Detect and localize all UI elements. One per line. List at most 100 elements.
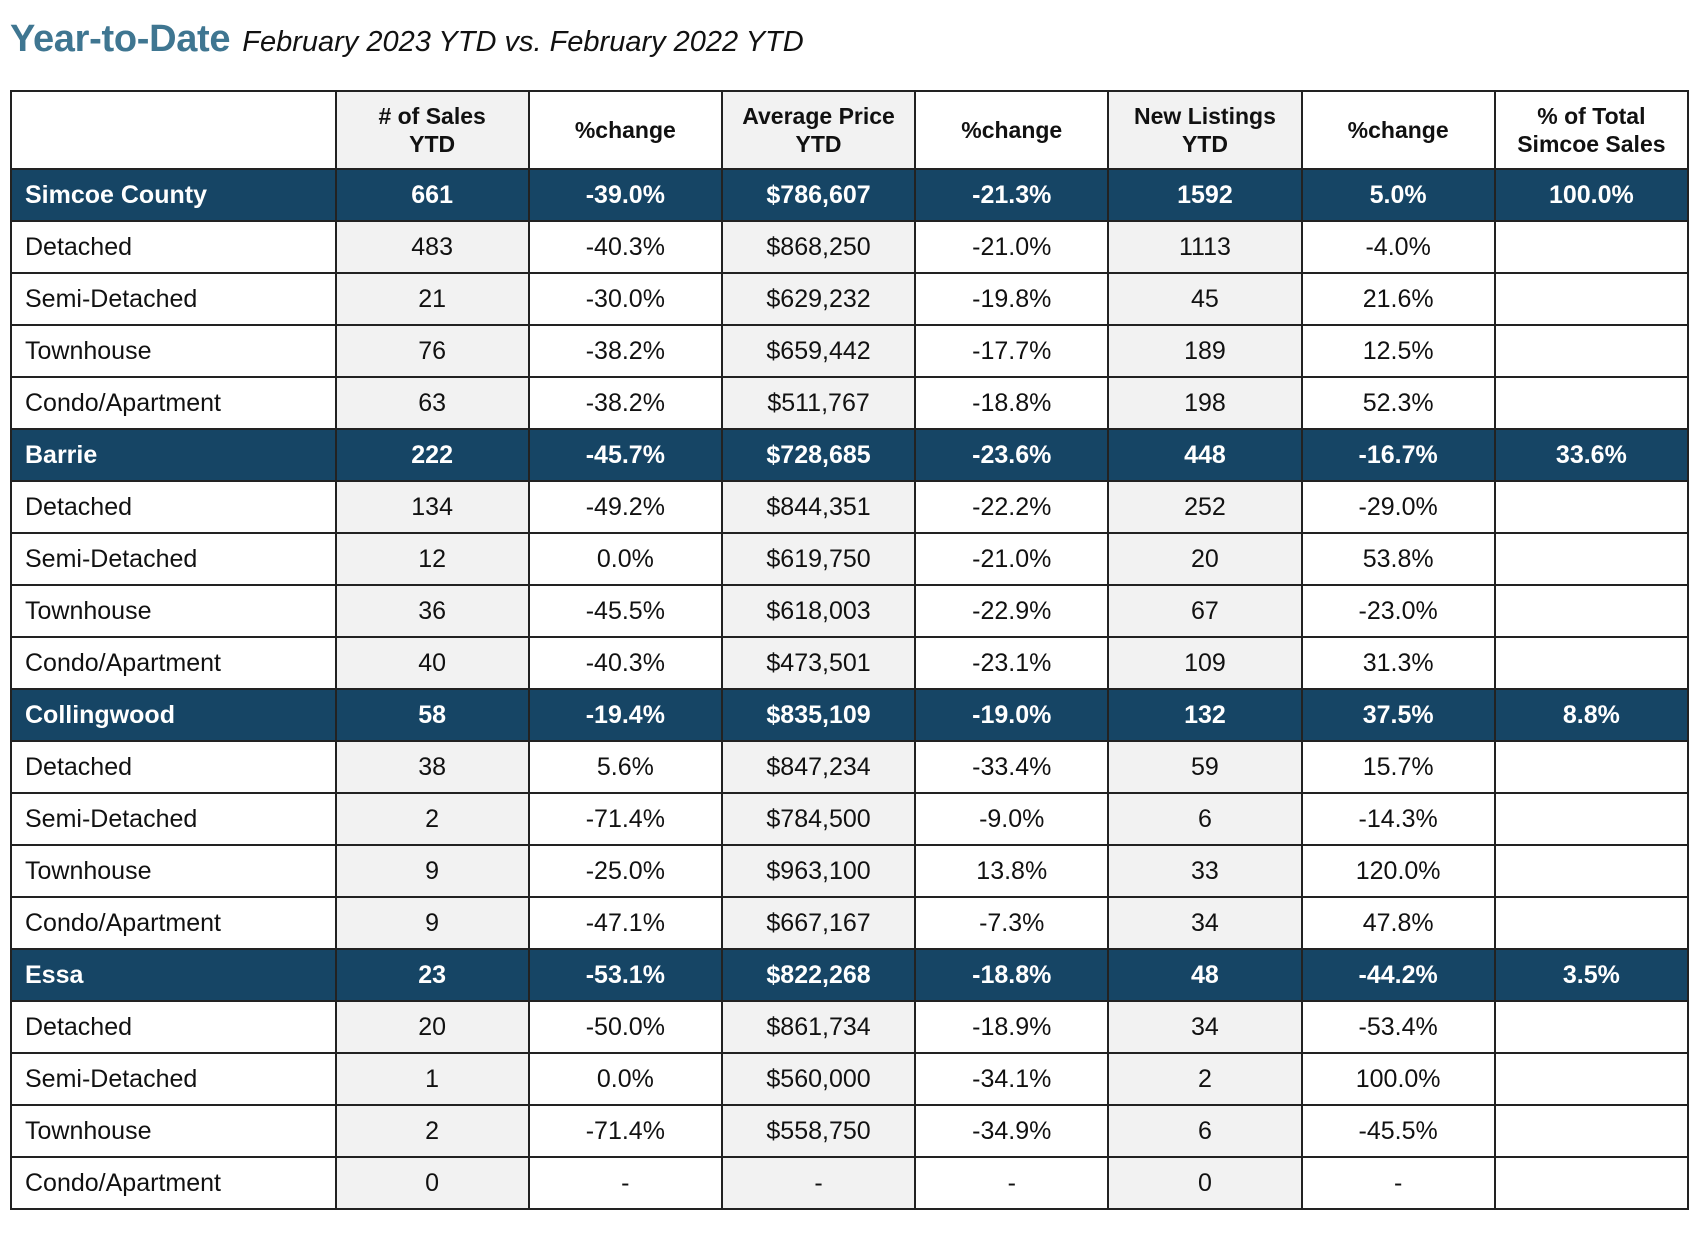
table-row: Condo/Apartment 40 -40.3% $473,501 -23.1% 109… [10, 636, 1690, 690]
cell-price-change: - [914, 1156, 1110, 1210]
table-row: Townhouse 76 -38.2% $659,442 -17.7% 189 12.5% [10, 324, 1690, 378]
cell-average-price-ytd: $629,232 [720, 272, 917, 326]
region-summary-row: Essa 23 -53.1% $822,268 -18.8% 48 -44.2% 3.5% [10, 948, 1690, 1002]
cell-sales-change: -38.2% [527, 324, 723, 378]
cell-price-change: -22.9% [914, 584, 1110, 638]
cell-sales-change: -40.3% [527, 636, 723, 690]
cell-price-change: -7.3% [914, 896, 1110, 950]
cell-listings-change: 53.8% [1300, 532, 1496, 586]
cell-listings-change: -45.5% [1300, 1104, 1496, 1158]
cell-sales-ytd: 40 [334, 636, 530, 690]
cell-row-label: Barrie [10, 428, 337, 482]
cell-new-listings-ytd: 252 [1107, 480, 1303, 534]
cell-row-label: Townhouse [10, 844, 337, 898]
cell-sales-change: -19.4% [527, 688, 723, 742]
table-row: Semi-Detached 12 0.0% $619,750 -21.0% 20 53.8% [10, 532, 1690, 586]
cell-sales-ytd: 58 [334, 688, 530, 742]
cell-average-price-ytd: $667,167 [720, 896, 917, 950]
cell-new-listings-ytd: 2 [1107, 1052, 1303, 1106]
cell-sales-ytd: 2 [334, 792, 530, 846]
cell-average-price-ytd: $618,003 [720, 584, 917, 638]
cell-new-listings-ytd: 67 [1107, 584, 1303, 638]
region-summary-row: Collingwood 58 -19.4% $835,109 -19.0% 132 37.5… [10, 688, 1690, 742]
cell-listings-change: 37.5% [1300, 688, 1496, 742]
cell-new-listings-ytd: 34 [1107, 896, 1303, 950]
cell-price-change: -18.9% [914, 1000, 1110, 1054]
cell-row-label: Condo/Apartment [10, 1156, 337, 1210]
cell-percent-total-simcoe [1493, 1104, 1690, 1158]
cell-average-price-ytd: $784,500 [720, 792, 917, 846]
table-row: Townhouse 9 -25.0% $963,100 13.8% 33 120.0% [10, 844, 1690, 898]
ytd-sales-table: # of Sales YTD %change Average Price YTD… [10, 90, 1690, 1210]
cell-sales-change: -53.1% [527, 948, 723, 1002]
cell-sales-change: -30.0% [527, 272, 723, 326]
cell-percent-total-simcoe [1493, 1156, 1690, 1210]
cell-sales-change: -49.2% [527, 480, 723, 534]
cell-new-listings-ytd: 33 [1107, 844, 1303, 898]
cell-new-listings-ytd: 34 [1107, 1000, 1303, 1054]
cell-sales-ytd: 21 [334, 272, 530, 326]
table-row: Townhouse 36 -45.5% $618,003 -22.9% 67 -23.0% [10, 584, 1690, 638]
cell-sales-ytd: 134 [334, 480, 530, 534]
cell-row-label: Detached [10, 1000, 337, 1054]
table-row: Townhouse 2 -71.4% $558,750 -34.9% 6 -45.5% [10, 1104, 1690, 1158]
cell-average-price-ytd: $861,734 [720, 1000, 917, 1054]
cell-listings-change: -53.4% [1300, 1000, 1496, 1054]
cell-percent-total-simcoe [1493, 792, 1690, 846]
header-label-column [10, 90, 337, 170]
header-listings-change: %change [1300, 90, 1496, 170]
cell-percent-total-simcoe: 8.8% [1493, 688, 1690, 742]
cell-sales-change: 0.0% [527, 1052, 723, 1106]
table-row: Detached 20 -50.0% $861,734 -18.9% 34 -53.4% [10, 1000, 1690, 1054]
cell-price-change: 13.8% [914, 844, 1110, 898]
cell-price-change: -34.1% [914, 1052, 1110, 1106]
cell-listings-change: 21.6% [1300, 272, 1496, 326]
cell-average-price-ytd: $963,100 [720, 844, 917, 898]
cell-new-listings-ytd: 109 [1107, 636, 1303, 690]
cell-new-listings-ytd: 59 [1107, 740, 1303, 794]
cell-new-listings-ytd: 6 [1107, 792, 1303, 846]
cell-average-price-ytd: $659,442 [720, 324, 917, 378]
cell-sales-change: -39.0% [527, 168, 723, 222]
cell-price-change: -19.8% [914, 272, 1110, 326]
cell-row-label: Semi-Detached [10, 532, 337, 586]
cell-listings-change: -14.3% [1300, 792, 1496, 846]
cell-sales-ytd: 63 [334, 376, 530, 430]
cell-listings-change: -4.0% [1300, 220, 1496, 274]
cell-sales-ytd: 9 [334, 844, 530, 898]
cell-sales-change: -71.4% [527, 792, 723, 846]
table-row: Condo/Apartment 0- - -0- [10, 1156, 1690, 1210]
cell-sales-change: -38.2% [527, 376, 723, 430]
cell-price-change: -17.7% [914, 324, 1110, 378]
cell-average-price-ytd: $868,250 [720, 220, 917, 274]
cell-average-price-ytd: $619,750 [720, 532, 917, 586]
cell-average-price-ytd: $473,501 [720, 636, 917, 690]
title-main: Year-to-Date [10, 18, 231, 60]
cell-row-label: Essa [10, 948, 337, 1002]
cell-percent-total-simcoe [1493, 1000, 1690, 1054]
cell-price-change: -23.6% [914, 428, 1110, 482]
cell-new-listings-ytd: 20 [1107, 532, 1303, 586]
cell-percent-total-simcoe [1493, 272, 1690, 326]
cell-average-price-ytd: $728,685 [720, 428, 917, 482]
cell-listings-change: 47.8% [1300, 896, 1496, 950]
cell-row-label: Detached [10, 740, 337, 794]
cell-average-price-ytd: $560,000 [720, 1052, 917, 1106]
cell-listings-change: 52.3% [1300, 376, 1496, 430]
cell-sales-change: 0.0% [527, 532, 723, 586]
cell-new-listings-ytd: 0 [1107, 1156, 1303, 1210]
cell-new-listings-ytd: 448 [1107, 428, 1303, 482]
cell-sales-ytd: 2 [334, 1104, 530, 1158]
cell-sales-ytd: 76 [334, 324, 530, 378]
cell-percent-total-simcoe [1493, 896, 1690, 950]
cell-listings-change: -44.2% [1300, 948, 1496, 1002]
cell-sales-change: -47.1% [527, 896, 723, 950]
cell-sales-change: -45.7% [527, 428, 723, 482]
cell-row-label: Simcoe County [10, 168, 337, 222]
cell-sales-change: -40.3% [527, 220, 723, 274]
cell-price-change: -19.0% [914, 688, 1110, 742]
cell-price-change: -34.9% [914, 1104, 1110, 1158]
cell-listings-change: 12.5% [1300, 324, 1496, 378]
cell-row-label: Collingwood [10, 688, 337, 742]
header-average-price-ytd: Average Price YTD [720, 90, 917, 170]
